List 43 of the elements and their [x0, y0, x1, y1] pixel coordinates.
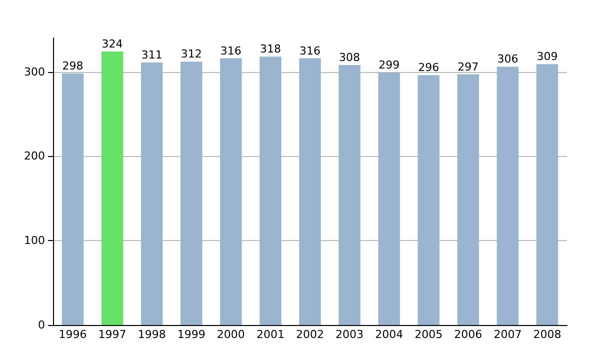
x-tick-label: 2003	[336, 328, 364, 341]
data-label: 296	[418, 61, 440, 74]
data-label: 299	[378, 58, 400, 72]
bar	[536, 64, 558, 325]
x-tick-label: 2004	[375, 328, 404, 341]
bar	[220, 58, 242, 325]
data-label: 312	[180, 48, 202, 61]
x-tick-label: 2001	[256, 328, 284, 341]
bar	[338, 65, 360, 325]
y-tick-label: 0	[38, 318, 45, 332]
y-tick-label: 200	[24, 150, 45, 163]
bar	[140, 62, 163, 325]
x-tick-label: 1999	[177, 328, 206, 341]
y-tick-label: 300	[24, 65, 45, 78]
x-tick-label: 1998	[138, 328, 166, 341]
x-tick-label: 2007	[494, 328, 522, 341]
data-label: 308	[339, 51, 360, 64]
bar	[180, 62, 202, 325]
y-tick-label: 100	[24, 234, 45, 248]
bar	[418, 75, 440, 325]
data-label: 316	[300, 44, 320, 58]
data-label: 311	[141, 48, 162, 62]
data-label: 324	[102, 38, 123, 51]
bar	[62, 73, 84, 325]
bar	[101, 52, 124, 325]
x-tick-label: 2005	[414, 328, 443, 341]
x-tick-label: 1996	[58, 328, 87, 341]
bar	[260, 56, 282, 325]
data-label: 298	[62, 59, 84, 72]
x-tick-label: 2008	[533, 328, 562, 341]
x-tick-label: 2000	[216, 328, 245, 341]
data-label: 306	[497, 52, 518, 66]
data-label: 297	[458, 60, 479, 74]
data-label: 316	[220, 44, 242, 58]
bar	[457, 74, 480, 325]
bar	[496, 66, 519, 325]
bar	[378, 72, 400, 325]
bar	[299, 58, 321, 325]
x-tick-label: 2002	[296, 328, 324, 341]
x-tick-label: 2006	[454, 328, 482, 341]
x-tick-label: 1997	[98, 328, 126, 341]
data-label: 318	[260, 42, 281, 56]
data-label: 309	[536, 50, 558, 64]
